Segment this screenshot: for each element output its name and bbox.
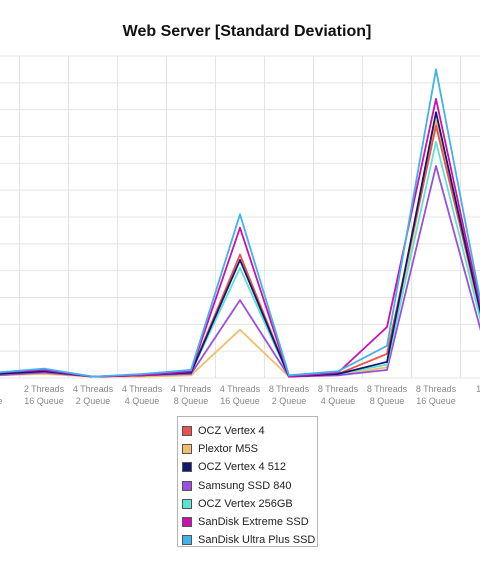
legend-label: SanDisk Ultra Plus SSD: [198, 534, 316, 547]
data-point: [288, 375, 290, 378]
data-point: [239, 213, 241, 216]
legend-item: OCZ Vertex 4: [178, 422, 317, 440]
data-point: [190, 373, 192, 375]
data-point: [337, 370, 339, 373]
data-point: [141, 374, 143, 377]
x-tick-label: eue: [0, 396, 3, 406]
x-tick-label: 16 T: [476, 384, 480, 394]
legend-swatch: [182, 517, 192, 528]
legend-label: OCZ Vertex 256GB: [198, 497, 293, 510]
data-point: [386, 345, 388, 347]
data-point: [239, 267, 241, 269]
data-point: [92, 375, 94, 378]
legend-item: OCZ Vertex 256GB: [178, 495, 317, 513]
data-point: [239, 259, 241, 261]
series-line: [0, 98, 480, 378]
legend-swatch: [182, 426, 192, 437]
x-tick-label: 16 Queue: [416, 396, 456, 406]
data-point: [239, 328, 241, 331]
data-point: [190, 371, 192, 374]
legend-label: OCZ Vertex 4 512: [198, 461, 287, 474]
x-tick-label: 8 Threads: [416, 384, 457, 394]
legend-item: SanDisk Ultra Plus SSD: [178, 531, 317, 549]
data-point: [43, 373, 45, 375]
legend-swatch: [182, 480, 192, 491]
series-line: [0, 119, 480, 378]
data-point: [386, 363, 388, 366]
data-point: [435, 98, 437, 100]
data-point: [239, 226, 241, 229]
data-point: [435, 124, 437, 127]
series-line: [0, 111, 480, 378]
data-point: [386, 326, 388, 328]
legend-swatch: [182, 535, 192, 546]
x-tick-label: 16 Queue: [24, 396, 64, 406]
legend-swatch: [182, 498, 192, 509]
x-tick-label: 8 Queue: [174, 396, 209, 406]
data-point: [190, 370, 192, 373]
x-tick-label: 2 Threads: [24, 384, 65, 394]
legend-label: Plextor M5S: [198, 443, 258, 456]
legend-label: Samsung SSD 840: [198, 479, 292, 492]
data-point: [43, 367, 45, 370]
legend-item: Plextor M5S: [178, 440, 317, 458]
x-tick-label: 2 Queue: [76, 396, 111, 406]
x-tick-label: 8 Threads: [318, 384, 359, 394]
data-point: [190, 374, 192, 377]
x-tick-label: 4 Threads: [220, 384, 261, 394]
x-tick-label: 16 Queue: [220, 396, 260, 406]
data-point: [386, 353, 388, 355]
x-tick-label: 8 Threads: [367, 384, 408, 394]
legend-item: SanDisk Extreme SSD: [178, 513, 317, 531]
data-point: [435, 165, 437, 167]
legend-item: OCZ Vertex 4 512: [178, 458, 317, 476]
legend-label: SanDisk Extreme SSD: [198, 516, 309, 529]
data-point: [435, 141, 437, 143]
x-tick-label: 4 Threads: [122, 384, 163, 394]
data-point: [435, 111, 437, 114]
data-point: [239, 253, 241, 256]
legend-swatch: [182, 444, 192, 455]
data-point: [190, 369, 192, 371]
data-point: [337, 374, 339, 377]
legend-swatch: [182, 462, 192, 473]
x-tick-label: 4 Queue: [125, 396, 160, 406]
data-point: [435, 68, 437, 71]
data-point: [386, 369, 388, 371]
x-tick-label: 8 Queue: [370, 396, 405, 406]
x-tick-label: 2 Queue: [272, 396, 307, 406]
data-point: [386, 361, 388, 363]
chart-title: Web Server [Standard Deviation]: [123, 23, 372, 40]
data-point: [141, 375, 143, 378]
x-tick-label: 4 Threads: [73, 384, 114, 394]
x-tick-label: 8 Threads: [269, 384, 310, 394]
data-point: [337, 373, 339, 375]
data-point: [435, 119, 437, 122]
chart-legend: OCZ Vertex 4 Plextor M5S OCZ Vertex 4 512 S…: [177, 416, 318, 547]
legend-item: Samsung SSD 840: [178, 477, 317, 495]
x-tick-label: 4 Queue: [321, 396, 356, 406]
legend-label: OCZ Vertex 4: [198, 425, 265, 438]
data-point: [141, 373, 143, 375]
x-tick-label: 4 Threads: [171, 384, 212, 394]
data-point: [288, 374, 290, 377]
data-point: [239, 299, 241, 301]
data-point: [337, 371, 339, 374]
